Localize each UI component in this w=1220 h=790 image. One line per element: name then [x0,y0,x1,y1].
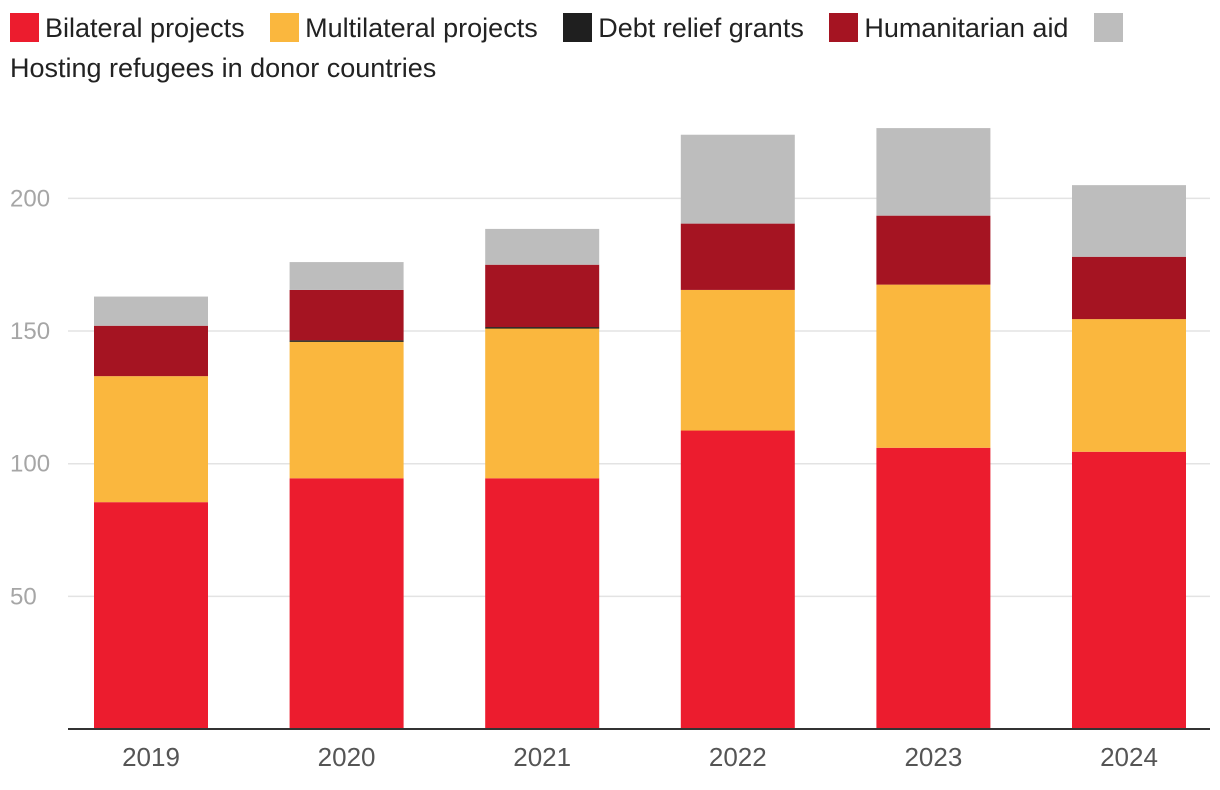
bar-segment [876,128,991,216]
legend-item: Multilateral projects [270,13,538,43]
x-tick-label: 2019 [122,742,180,772]
legend-item: Hosting refugees in donor countries [10,13,1129,83]
legend-swatch [563,13,593,42]
bar-segment [94,325,208,377]
y-tick-label: 100 [10,451,50,478]
legend-swatch [829,13,859,42]
x-tick-label: 2020 [318,742,376,772]
bar-segment [289,289,404,341]
bar-segment [485,327,600,329]
bar-segment [1072,319,1186,452]
legend-label: Hosting refugees in donor countries [10,53,437,83]
bar-segment [680,289,795,431]
bar-segment [680,430,795,729]
bar-segment [485,328,600,479]
bar-segment [680,223,795,290]
legend-swatch [1093,13,1123,42]
bar-segment [289,262,404,290]
legend-label: Bilateral projects [45,13,245,43]
legend-label: Multilateral projects [305,13,538,43]
x-tick-label: 2021 [513,742,571,772]
bar-segment [876,284,991,448]
bar-segment [485,264,600,328]
bar-segment [289,478,404,729]
x-tick-label: 2023 [904,742,962,772]
bar-segment [94,502,208,729]
bar-segment [680,134,795,224]
legend-item: Humanitarian aid [829,13,1068,43]
legend-swatch [270,13,300,42]
bar-segment [289,341,404,479]
y-tick-label: 50 [10,583,37,610]
legend-swatch [10,13,39,42]
bar-segment [485,478,600,729]
legend-item: Debt relief grants [563,13,804,43]
x-tick-label: 2024 [1100,742,1158,772]
y-tick-label: 150 [10,318,50,345]
bar-segment [876,447,991,729]
x-tick-label: 2022 [709,742,767,772]
legend-item: Bilateral projects [10,13,245,43]
chart-legend: Bilateral projects Multilateral projects… [10,8,1215,88]
bar-segment [94,376,208,503]
bar-segment [1072,256,1186,320]
y-tick-label: 200 [10,185,50,212]
bar-segment [1072,451,1186,729]
bar-segment [94,296,208,326]
legend-label: Humanitarian aid [864,13,1069,43]
legend-label: Debt relief grants [598,13,804,43]
bar-segment [289,340,404,342]
bar-segment [1072,185,1186,257]
bar-segment [876,215,991,285]
bar-segment [485,228,600,265]
